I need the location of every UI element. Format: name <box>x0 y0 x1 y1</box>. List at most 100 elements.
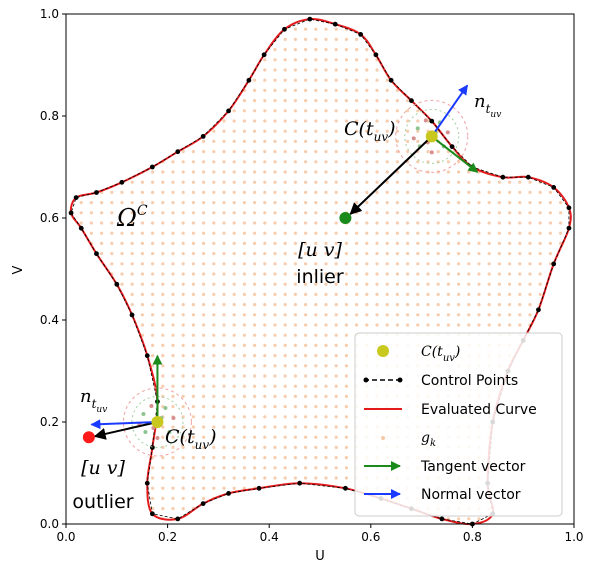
grid-point <box>253 170 257 174</box>
grid-point <box>171 313 175 317</box>
grid-point <box>446 119 450 123</box>
grid-point <box>395 99 399 103</box>
grid-point <box>120 27 124 31</box>
grid-point <box>477 221 481 225</box>
grid-point <box>314 466 318 470</box>
neighborhood-circle <box>122 387 192 457</box>
grid-point <box>365 211 369 215</box>
grid-point <box>222 435 226 439</box>
grid-point <box>436 303 440 307</box>
grid-point <box>355 262 359 266</box>
grid-point <box>130 27 134 31</box>
grid-point <box>559 88 563 92</box>
grid-point <box>79 364 83 368</box>
grid-point <box>436 58 440 62</box>
grid-point <box>151 292 155 296</box>
grid-point <box>171 303 175 307</box>
grid-point <box>548 37 553 42</box>
grid-point <box>304 119 308 123</box>
grid-point <box>232 262 236 266</box>
grid-point <box>151 119 155 123</box>
grid-point <box>355 160 359 164</box>
grid-point <box>202 201 206 205</box>
grid-point <box>232 78 236 82</box>
grid-point <box>202 384 206 388</box>
grid-point <box>426 241 430 245</box>
grid-point <box>263 27 267 31</box>
grid-point <box>222 496 226 500</box>
grid-point <box>508 231 512 235</box>
grid-point <box>304 231 308 235</box>
grid-point <box>100 201 104 205</box>
grid-point <box>293 180 297 184</box>
inlier-normal-vector <box>430 84 469 137</box>
inlier-curve-point-label: C(tuv) <box>344 118 396 144</box>
grid-point <box>222 241 226 245</box>
grid-point <box>151 486 155 490</box>
grid-point <box>232 323 236 327</box>
grid-point <box>375 231 379 235</box>
outlier-curve-point-label: C(tuv) <box>165 426 217 452</box>
grid-point <box>222 139 226 143</box>
grid-point <box>222 211 226 215</box>
control-point <box>200 134 206 139</box>
grid-point <box>212 129 216 133</box>
grid-point <box>110 170 114 174</box>
grid-point <box>283 180 287 184</box>
grid-point <box>242 354 246 358</box>
inlier-word: inlier <box>296 266 344 288</box>
grid-point <box>140 27 144 31</box>
grid-point <box>487 272 491 276</box>
grid-point <box>548 129 553 133</box>
grid-point <box>538 99 542 103</box>
grid-point <box>120 231 124 235</box>
grid-point <box>232 241 236 245</box>
grid-point <box>324 99 328 103</box>
grid-point <box>283 160 287 164</box>
grid-point <box>518 88 522 92</box>
grid-point <box>436 27 440 31</box>
grid-point <box>273 415 277 419</box>
grid-point <box>334 78 338 82</box>
grid-point <box>344 476 348 480</box>
grid-point <box>406 170 410 174</box>
grid-point <box>334 221 338 225</box>
grid-point <box>263 496 267 500</box>
grid-point <box>242 476 246 480</box>
grid-point <box>518 170 522 174</box>
grid-point <box>212 139 216 143</box>
grid-point <box>508 18 512 21</box>
grid-point <box>548 323 553 327</box>
grid-point <box>130 48 134 52</box>
omega-superscript: C <box>137 203 148 219</box>
control-point <box>200 501 206 506</box>
grid-point <box>283 435 287 439</box>
grid-point <box>293 384 297 388</box>
grid-point <box>253 262 257 266</box>
grid-point <box>110 48 114 52</box>
grid-point <box>151 99 155 103</box>
grid-point <box>406 129 410 133</box>
grid-point <box>110 68 114 72</box>
grid-point <box>548 241 553 245</box>
grid-point <box>70 456 73 460</box>
grid-point <box>375 303 379 307</box>
grid-point <box>559 109 563 113</box>
grid-point <box>232 190 236 194</box>
grid-point <box>222 180 226 184</box>
grid-point <box>120 150 124 154</box>
grid-point <box>559 517 563 521</box>
grid-point <box>304 333 308 337</box>
grid-point <box>304 88 308 92</box>
grid-point <box>212 160 216 164</box>
grid-point <box>120 160 124 164</box>
grid-point <box>497 37 501 42</box>
grid-point <box>120 221 124 225</box>
grid-point <box>283 517 287 521</box>
grid-point <box>344 48 348 52</box>
grid-point <box>497 99 501 103</box>
grid-point <box>569 252 571 256</box>
grid-point <box>365 58 369 62</box>
grid-point <box>385 99 389 103</box>
grid-point <box>100 374 104 378</box>
